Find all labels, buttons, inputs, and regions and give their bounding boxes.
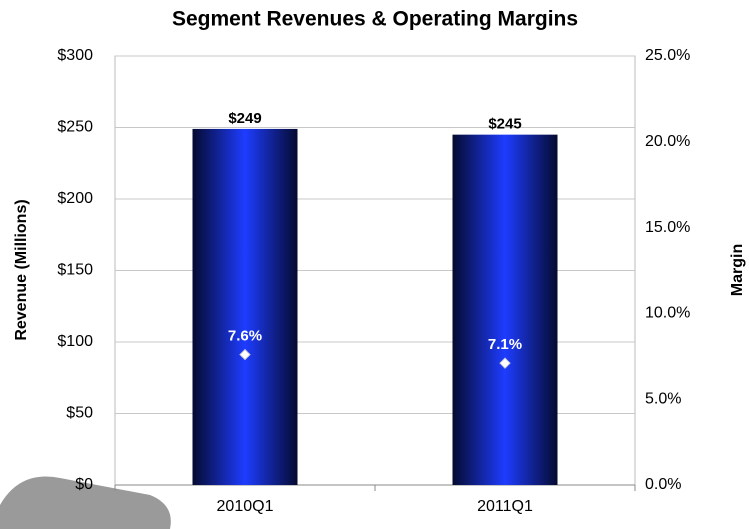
x-tick-label: 2010Q1 [217, 498, 274, 515]
y2-tick-label: 20.0% [645, 133, 690, 150]
bar [193, 129, 298, 485]
x-tick-label: 2011Q1 [477, 498, 533, 515]
y-tick-label: $250 [57, 119, 93, 136]
y-axis-title: Revenue (Millions) [13, 199, 30, 340]
y-tick-label: $100 [57, 333, 93, 350]
bar-value-label: $245 [488, 116, 521, 133]
margin-value-label: 7.6% [228, 328, 262, 345]
y2-tick-label: 10.0% [645, 305, 690, 322]
y2-tick-label: 15.0% [645, 219, 690, 236]
y-tick-label: $0 [75, 476, 93, 493]
y2-tick-label: 0.0% [645, 476, 681, 493]
chart-title: Segment Revenues & Operating Margins [172, 8, 578, 31]
y-tick-label: $200 [57, 190, 93, 207]
bar [453, 135, 558, 485]
y-tick-label: $50 [66, 405, 93, 422]
y-tick-label: $300 [57, 47, 93, 64]
y-tick-label: $150 [57, 262, 93, 279]
margin-value-label: 7.1% [488, 336, 522, 353]
chart: Segment Revenues & Operating Margins Rev… [0, 0, 749, 529]
bar-value-label: $249 [228, 110, 261, 127]
y2-axis-title: Margin [729, 244, 746, 296]
y2-tick-label: 25.0% [645, 47, 690, 64]
y2-tick-label: 5.0% [645, 390, 681, 407]
